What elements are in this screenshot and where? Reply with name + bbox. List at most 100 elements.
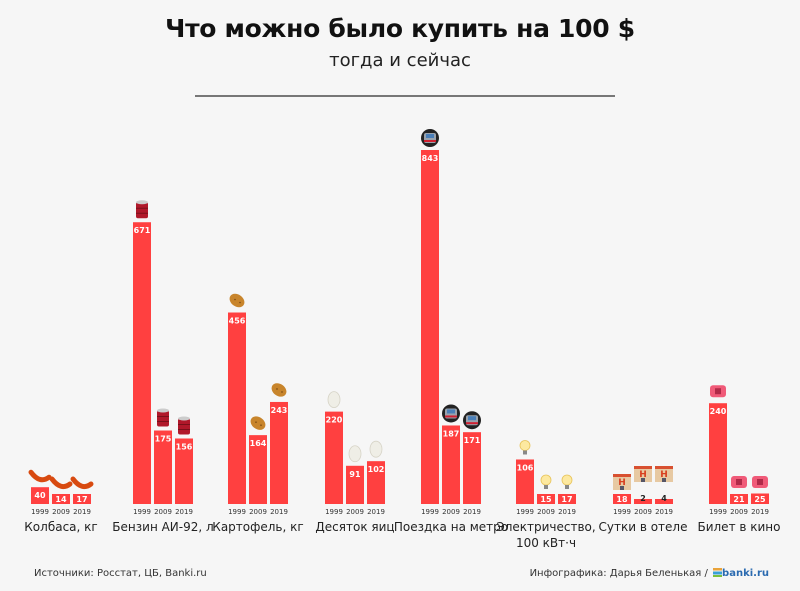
bar-value-label: 456 — [229, 317, 246, 326]
banki-logo-icon — [713, 568, 723, 577]
bar-value-label: 102 — [368, 465, 385, 474]
year-tick-label: 1999 — [228, 508, 246, 516]
bar — [463, 432, 481, 504]
bar-value-label: 171 — [464, 436, 481, 445]
year-tick-label: 2019 — [655, 508, 673, 516]
year-tick-label: 2009 — [537, 508, 555, 516]
cinema-ticket-icon — [710, 385, 726, 398]
category-label: Электричество, — [496, 520, 595, 534]
bar — [516, 459, 534, 504]
potato-icon — [229, 293, 245, 308]
bar — [709, 403, 727, 504]
category-label: Билет в кино — [697, 520, 780, 534]
bar-value-label: 220 — [326, 416, 343, 425]
hotel-icon: H — [613, 474, 631, 490]
bar-value-label: 25 — [754, 495, 766, 504]
year-tick-label: 2019 — [175, 508, 193, 516]
egg-icon — [348, 445, 362, 463]
bar — [346, 465, 364, 504]
credit-text: Инфографика: Дарья Беленькая / — [529, 568, 708, 579]
bar — [367, 461, 385, 504]
year-tick-label: 1999 — [325, 508, 343, 516]
year-tick-label: 1999 — [613, 508, 631, 516]
egg-icon — [369, 440, 383, 458]
bar — [249, 435, 267, 504]
year-tick-label: 1999 — [133, 508, 151, 516]
bar-value-label: 156 — [176, 442, 193, 451]
category-label: Поездка на метро — [394, 520, 508, 534]
year-tick-label: 2009 — [442, 508, 460, 516]
year-tick-label: 1999 — [709, 508, 727, 516]
hotel-icon: H — [655, 466, 673, 482]
fuel-barrel-icon — [157, 408, 169, 427]
bar — [31, 487, 49, 504]
bar-value-label: 2 — [640, 494, 646, 503]
bar — [421, 150, 439, 504]
bar-value-label: 175 — [155, 435, 172, 444]
bar-value-label: 671 — [134, 226, 151, 235]
category-label: Колбаса, кг — [24, 520, 97, 534]
year-tick-label: 2009 — [730, 508, 748, 516]
year-tick-label: 2019 — [463, 508, 481, 516]
bar-label-box — [73, 494, 91, 504]
bar — [325, 411, 343, 504]
fuel-barrel-icon — [136, 200, 148, 219]
year-tick-label: 2009 — [249, 508, 267, 516]
bar — [270, 401, 288, 504]
bar-value-label: 843 — [422, 154, 439, 163]
sausage-icon — [28, 469, 52, 483]
chart-title: Что можно было купить на 100 $ — [165, 14, 635, 43]
cinema-ticket-icon — [731, 476, 747, 488]
metro-train-icon — [421, 129, 439, 147]
year-tick-label: 2009 — [52, 508, 70, 516]
year-tick-label: 1999 — [421, 508, 439, 516]
year-tick-label: 1999 — [31, 508, 49, 516]
bar-value-label: 14 — [55, 495, 67, 504]
year-tick-label: 2019 — [73, 508, 91, 516]
bar-value-label: 91 — [349, 470, 361, 479]
bar-label-box — [52, 494, 70, 504]
category-label: Десяток яиц — [315, 520, 394, 534]
bar — [175, 438, 193, 504]
bar-value-label: 15 — [540, 495, 552, 504]
bar-label-box — [613, 494, 631, 504]
year-tick-label: 2019 — [558, 508, 576, 516]
sausage-icon — [70, 476, 94, 490]
year-tick-label: 2019 — [270, 508, 288, 516]
bar-value-label: 17 — [561, 495, 572, 504]
bar — [634, 499, 652, 504]
cinema-ticket-icon — [752, 476, 768, 488]
bar-value-label: 21 — [733, 495, 745, 504]
bar-value-label: 4 — [661, 494, 667, 503]
bar-value-label: 240 — [710, 407, 727, 416]
bar — [655, 499, 673, 504]
category-label: Бензин АИ-92, л — [112, 520, 213, 534]
svg-text:H: H — [660, 470, 668, 480]
year-tick-label: 2019 — [367, 508, 385, 516]
light-bulb-icon — [540, 474, 552, 489]
category-label: Картофель, кг — [212, 520, 303, 534]
bar — [442, 425, 460, 504]
metro-train-icon — [463, 411, 481, 430]
sausage-icon — [49, 476, 73, 490]
bar-value-label: 17 — [76, 495, 87, 504]
bar — [133, 222, 151, 504]
bar-label-box — [537, 494, 555, 504]
bar-label-box — [751, 494, 769, 504]
bar-value-label: 164 — [250, 439, 267, 448]
sources-note: Источники: Росстат, ЦБ, Banki.ru — [34, 568, 207, 579]
bar-label-box — [730, 494, 748, 504]
title-divider — [195, 95, 615, 97]
svg-text:H: H — [618, 478, 626, 488]
bar-value-label: 106 — [517, 463, 534, 472]
light-bulb-icon — [561, 474, 573, 489]
bar-value-label: 187 — [443, 429, 460, 438]
year-tick-label: 2009 — [154, 508, 172, 516]
year-tick-label: 2019 — [751, 508, 769, 516]
bar-value-label: 40 — [34, 491, 46, 500]
bar — [154, 430, 172, 504]
light-bulb-icon — [519, 440, 531, 455]
category-label: 100 кВт·ч — [516, 536, 576, 550]
hotel-icon: H — [634, 466, 652, 482]
year-tick-label: 2009 — [634, 508, 652, 516]
